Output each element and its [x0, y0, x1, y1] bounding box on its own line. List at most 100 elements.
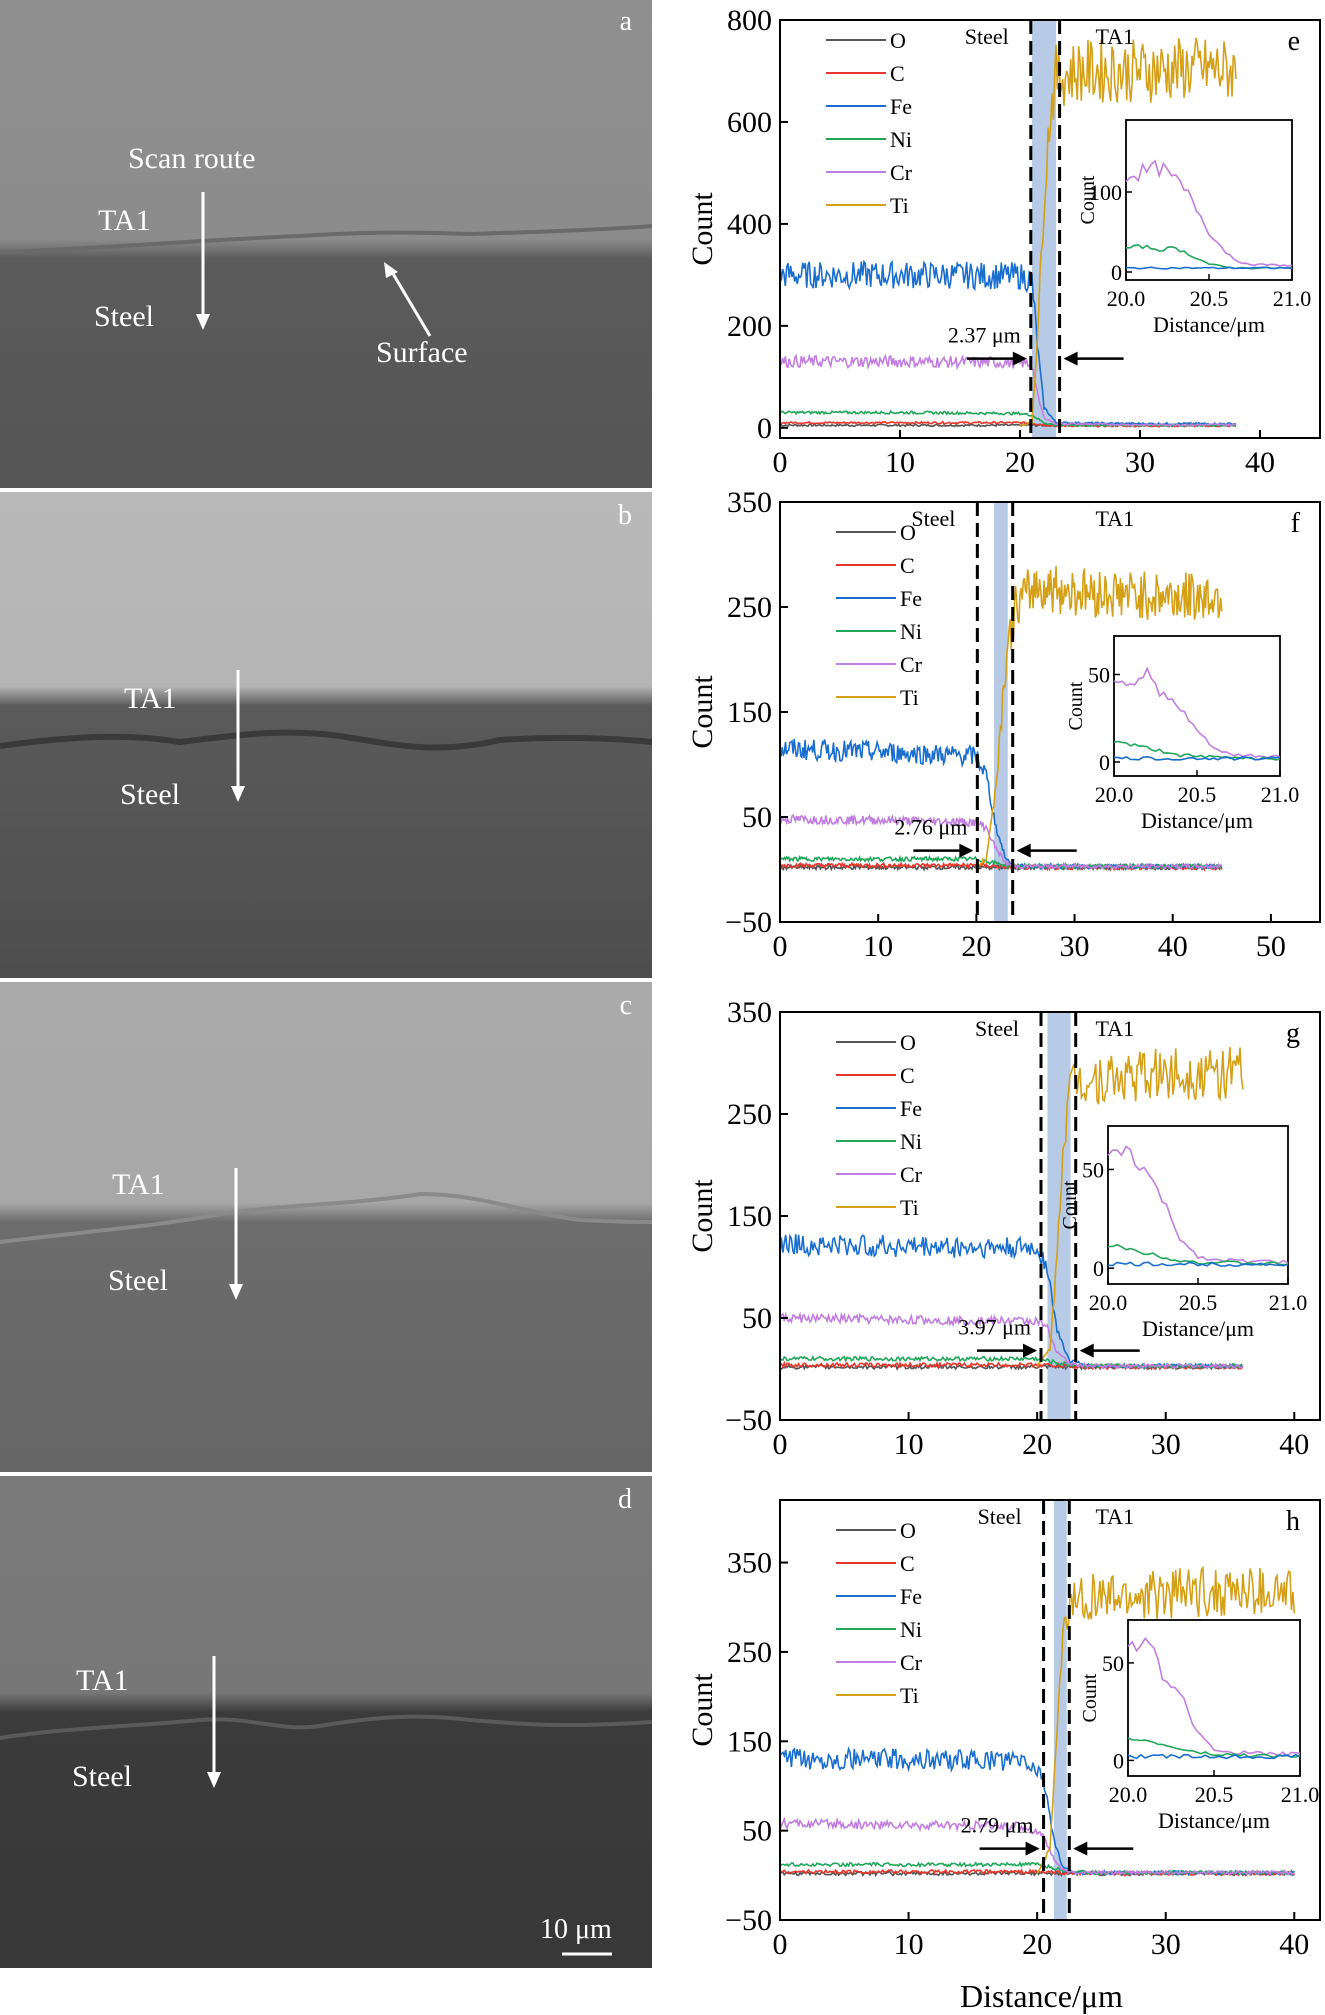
plot-frame: [779, 1499, 1321, 1921]
upper-label-c: TA1: [112, 1168, 165, 1201]
series-line-cr: [779, 813, 1223, 871]
inset-y-axis-title: Count: [1079, 1673, 1101, 1722]
y-tick-label: 50: [742, 801, 772, 834]
inset-y-tick-label: 0: [1113, 1748, 1124, 1773]
legend-label-o: O: [900, 1518, 916, 1543]
y-tick-label: 200: [727, 310, 772, 343]
legend-label-ni: Ni: [900, 1617, 922, 1642]
interface-width-label: 2.37 μm: [948, 323, 1021, 348]
legend-label-fe: Fe: [890, 94, 912, 119]
width-arrowhead-right: [1079, 1343, 1094, 1358]
y-tick-label: 150: [727, 1725, 772, 1758]
x-tick-label: 0: [773, 1928, 788, 1961]
inset-g: 20.0 20.5 21.0 0 50 Distance/μm Count: [1059, 1125, 1308, 1341]
x-tick-label: 30: [1151, 1428, 1181, 1461]
y-tick-label: −50: [725, 1404, 772, 1437]
y-axis-title: Count: [686, 1179, 719, 1253]
panel-letter-c: c: [619, 990, 632, 1021]
series-line-cr: [779, 1816, 1295, 1877]
series-line-ti: [1036, 1566, 1296, 1874]
x-tick-label: 20: [1022, 1428, 1052, 1461]
inset-frame: [1113, 635, 1281, 777]
y-tick-label: 350: [727, 486, 772, 519]
sem-arrows-b: [0, 670, 652, 802]
x-tick-label: 10: [894, 1928, 924, 1961]
y-tick-label: −50: [725, 906, 772, 939]
panel-letter-g: g: [1286, 1018, 1300, 1049]
sem-image-d: [0, 1476, 652, 1968]
series-line-c: [779, 1868, 1296, 1877]
region-label-steel: Steel: [965, 24, 1009, 49]
width-arrowhead-right: [1073, 1841, 1088, 1856]
inset-series-line-ni: [1127, 1737, 1301, 1759]
scale-bar-label: 10 μm: [540, 1914, 612, 1945]
legend-label-cr: Cr: [900, 1650, 923, 1675]
y-tick-label: 350: [727, 996, 772, 1029]
x-tick-label: 10: [885, 446, 915, 479]
inset-y-tick-label: 50: [1088, 663, 1110, 688]
y-tick-label: 250: [727, 1636, 772, 1669]
inset-f: 20.0 20.5 21.0 0 50 Distance/μm Count: [1065, 635, 1299, 833]
region-label-ta1: TA1: [1096, 1016, 1135, 1041]
width-arrowhead-right: [1016, 843, 1031, 858]
upper-label-b: TA1: [124, 682, 177, 715]
plot-frame: [779, 19, 1321, 439]
inset-series-line-cr: [1127, 1637, 1301, 1757]
inset-y-tick-label: 0: [1099, 750, 1110, 775]
sem-panel-d: d TA1 Steel 10 μm: [0, 1476, 652, 1968]
legend-label-c: C: [900, 553, 915, 578]
legend-label-c: C: [900, 1063, 915, 1088]
inset-x-tick-label: 21.0: [1281, 1782, 1320, 1807]
width-arrowhead-left: [1012, 351, 1027, 366]
interface-band: [1053, 1500, 1067, 1920]
lower-label-a: Steel: [94, 300, 154, 333]
series-line-ti: [1019, 37, 1237, 427]
inset-y-tick-label: 0: [1093, 1256, 1104, 1281]
x-tick-label: 30: [1151, 1928, 1181, 1961]
panel-letter-a: a: [619, 6, 632, 37]
inset-h: 20.0 20.5 21.0 0 50 Distance/μm Count: [1079, 1619, 1320, 1833]
inset-x-tick-label: 20.5: [1195, 1782, 1234, 1807]
panel-letter-h: h: [1286, 1506, 1300, 1537]
width-arrowhead-left: [959, 843, 974, 858]
inset-y-tick-label: 50: [1102, 1651, 1124, 1676]
inset-y-axis-title: Count: [1065, 681, 1087, 730]
series-line-cr: [779, 1311, 1244, 1370]
inset-x-tick-label: 21.0: [1269, 1290, 1308, 1315]
y-tick-label: 250: [727, 591, 772, 624]
surface-label: Surface: [376, 336, 468, 369]
y-tick-label: 150: [727, 696, 772, 729]
lower-label-d: Steel: [72, 1760, 132, 1793]
inset-series-line-cr: [1125, 159, 1293, 267]
inset-y-tick-label: 0: [1111, 260, 1122, 285]
interface-width-label: 2.76 μm: [894, 815, 967, 840]
chart-g: −50 50 150 250 350 0 10 20 30 40 Count Steel TA1 g 3.9…: [686, 996, 1321, 1461]
inset-x-tick-label: 20.0: [1089, 1290, 1128, 1315]
inset-x-axis-title: Distance/μm: [1142, 1316, 1254, 1341]
legend-label-ni: Ni: [890, 127, 912, 152]
inset-frame: [1127, 1619, 1301, 1777]
inset-x-axis-title: Distance/μm: [1153, 312, 1265, 337]
sem-arrows-d: [0, 1656, 652, 1956]
x-tick-label: 20: [1005, 446, 1035, 479]
inset-x-axis-title: Distance/μm: [1141, 808, 1253, 833]
x-tick-label: 20: [961, 930, 991, 963]
chart-e: 0 200 400 600 800 0 10 20 30 40 Count Steel TA1 e 2.37…: [686, 4, 1321, 479]
interface-width-label: 2.79 μm: [961, 1813, 1034, 1838]
inset-series-line-fe: [1125, 266, 1293, 270]
x-tick-label: 0: [773, 1428, 788, 1461]
inset-y-tick-label: 100: [1089, 180, 1122, 205]
inset-series-line-fe: [1113, 755, 1281, 761]
inset-x-axis-title: Distance/μm: [1158, 1808, 1270, 1833]
inset-x-tick-label: 20.0: [1107, 286, 1146, 311]
x-tick-label: 30: [1125, 446, 1155, 479]
sem-image-a: [0, 0, 652, 488]
region-label-steel: Steel: [975, 1016, 1019, 1041]
legend-label-ni: Ni: [900, 1129, 922, 1154]
legend-label-fe: Fe: [900, 586, 922, 611]
inset-series-line-cr: [1113, 666, 1281, 759]
y-tick-label: 400: [727, 208, 772, 241]
y-tick-label: 50: [742, 1302, 772, 1335]
